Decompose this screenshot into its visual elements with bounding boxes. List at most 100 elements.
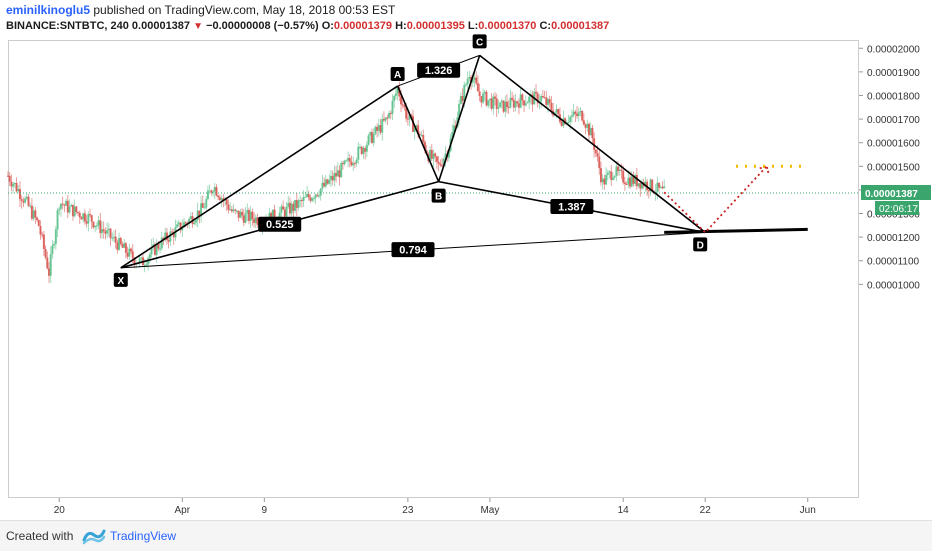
candle-body [406,118,409,120]
candle-body [177,222,180,225]
x-tick-label: 23 [402,505,414,516]
countdown-badge [875,200,919,215]
candle-body [396,87,399,94]
candle-body [569,116,572,122]
tradingview-logo-icon[interactable] [82,527,106,548]
candle-body [63,204,66,206]
candle-body [290,203,293,214]
candle-body [280,206,283,213]
candle-body [198,210,201,217]
candle-body [463,84,466,102]
point-text: C [476,37,483,48]
price-chart[interactable]: 0.00001000 0.00001100 0.00001200 0.00001300… [0,0,932,520]
candle-body [663,186,666,189]
candle-body [485,91,488,106]
point-text: A [394,70,401,81]
candle-body [83,213,86,222]
candle-body [497,107,500,109]
candle-body [85,221,88,224]
candle-body [13,182,16,185]
candle-body [112,236,115,238]
candle-body [201,203,204,208]
candle-body [403,105,406,108]
candle-body [458,103,461,118]
y-tick-label: 0.00001500 [867,162,920,173]
x-tick-label: Apr [175,505,191,516]
author-link[interactable]: eminilkinoglu5 [6,3,91,17]
y-tick-label: 0.00002000 [867,44,920,55]
candle-body [131,251,134,259]
candle-body [167,240,170,242]
candle-body [323,182,326,187]
candle-body [140,257,143,259]
candle-body [459,96,462,104]
badge-box [417,62,461,78]
candle-body [10,181,13,187]
candle-body [234,209,237,211]
candle-body [58,208,61,211]
candle-body [500,100,503,103]
chart-frame[interactable] [8,40,859,498]
candle-body [611,177,614,180]
y-tick-label: 0.00001800 [867,91,920,102]
tradingview-brand-link[interactable]: TradingView [110,529,177,543]
candle-body [408,114,411,120]
candle-body [59,203,62,209]
candle-body [133,258,136,265]
candle-body [494,96,497,99]
candle-body [499,102,502,108]
candle-body [95,225,98,227]
candle-body [581,111,584,121]
candle-body [482,93,485,103]
candle-body [382,118,385,121]
candle-body [562,118,565,126]
point-label-a: A [390,67,405,82]
candle-body [278,212,281,221]
point-box [431,188,446,203]
candle-body [155,243,158,255]
candle-body [206,190,209,200]
candle-body [623,182,626,185]
candle-body [418,133,421,135]
candle-body [324,179,327,187]
open-value: 0.00001379 [333,20,393,32]
y-tick-label: 0.00001600 [867,139,920,150]
candle-body [326,179,329,184]
candle-body [319,188,322,196]
candle-body [535,91,538,94]
ratio-label: 0.525 [258,216,302,232]
candle-body [215,187,218,196]
candle-body [143,264,146,266]
candle-body [78,212,81,218]
candle-body [100,229,103,234]
candle-body [591,127,594,139]
candle-body [241,211,244,216]
candle-body [543,97,546,99]
candle-body [164,232,167,240]
candle-body [109,228,112,238]
candle-body [157,243,160,249]
candle-body [639,183,642,189]
candle-body [179,222,182,231]
candle-body [536,93,539,104]
harmonic-pattern [120,54,706,269]
candle-body [107,228,110,230]
candle-body [128,248,131,257]
candle-body [249,211,252,221]
candle-body [39,226,42,235]
candle-body [620,169,623,171]
candle-body [582,120,585,125]
candle-body [434,153,437,157]
candle-body [364,148,367,152]
candle-body [247,210,250,221]
candle-body [605,174,608,185]
candle-body [557,109,560,115]
candle-body [598,156,601,169]
candle-body [593,138,596,150]
candle-body [213,187,216,192]
candle-body [610,171,613,180]
candle-body [574,111,577,114]
candle-body [654,191,657,193]
x-tick-label: May [480,505,499,516]
candle-body [394,93,397,96]
